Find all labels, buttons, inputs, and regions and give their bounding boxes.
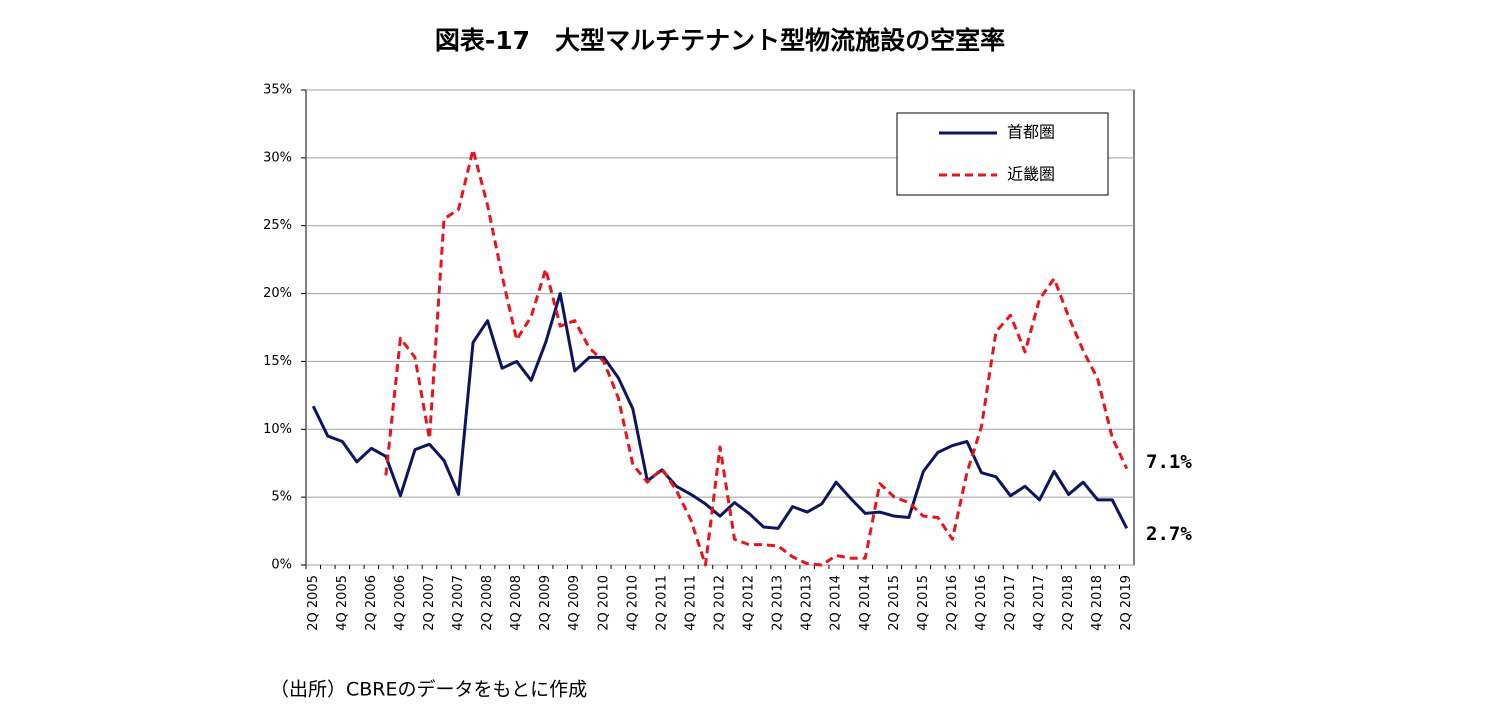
x-tick-label: 2Q 2016 (945, 575, 960, 631)
x-tick-label: 4Q 2014 (858, 575, 873, 631)
x-tick-label: 4Q 2018 (1090, 575, 1105, 631)
y-tick-label: 5% (271, 490, 292, 505)
y-tick-label: 20% (263, 286, 292, 301)
x-tick-label: 2Q 2010 (596, 575, 611, 631)
x-tick-label: 4Q 2009 (567, 575, 582, 631)
x-tick-label: 2Q 2005 (306, 575, 321, 631)
chart-title: 図表-17 大型マルチテナント型物流施設の空室率 (435, 26, 1005, 55)
x-tick-label: 4Q 2013 (800, 575, 815, 631)
x-tick-label: 2Q 2018 (1061, 575, 1076, 631)
series-line (311, 292, 1129, 530)
x-tick-label: 4Q 2006 (393, 575, 408, 631)
y-tick-label: 0% (271, 558, 292, 573)
x-tick-label: 2Q 2017 (1003, 575, 1018, 631)
x-tick-label: 2Q 2011 (654, 575, 669, 631)
y-tick-label: 15% (263, 354, 292, 369)
value-label: 7.1% (1146, 451, 1192, 473)
x-tick-label: 4Q 2017 (1032, 575, 1047, 631)
x-tick-label: 4Q 2007 (451, 575, 466, 631)
value-label: 2.7% (1146, 523, 1192, 545)
x-tick-label: 2Q 2012 (713, 575, 728, 631)
x-tick-label: 2Q 2007 (422, 575, 437, 631)
x-tick-label: 2Q 2006 (364, 575, 379, 631)
x-tick-label: 4Q 2012 (742, 575, 757, 631)
legend-label: 近畿圏 (1007, 165, 1055, 184)
x-tick-label: 4Q 2016 (974, 575, 989, 631)
x-tick-label: 2Q 2015 (887, 575, 902, 631)
legend-box (896, 112, 1109, 196)
x-tick-label: 2Q 2019 (1119, 575, 1134, 631)
x-tick-label: 4Q 2005 (335, 575, 350, 631)
x-tick-label: 2Q 2009 (538, 575, 553, 631)
series-line (384, 148, 1129, 567)
y-tick-label: 25% (263, 218, 292, 233)
x-tick-label: 2Q 2008 (480, 575, 495, 631)
y-tick-label: 10% (263, 422, 292, 437)
x-tick-label: 4Q 2015 (916, 575, 931, 631)
y-tick-label: 30% (263, 150, 292, 165)
x-tick-label: 2Q 2014 (829, 575, 844, 631)
x-tick-label: 2Q 2013 (771, 575, 786, 631)
x-tick-label: 4Q 2010 (625, 575, 640, 631)
x-tick-label: 4Q 2011 (683, 575, 698, 631)
source-note: （出所）CBREのデータをもとに作成 (270, 679, 587, 701)
y-tick-label: 35% (263, 83, 292, 98)
x-tick-label: 4Q 2008 (509, 575, 524, 631)
legend-label: 首都圏 (1007, 123, 1055, 142)
